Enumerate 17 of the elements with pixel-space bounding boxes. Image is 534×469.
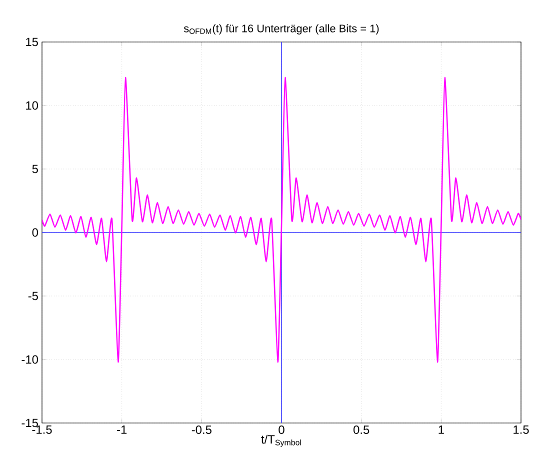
x-tick-label: 0 [278, 426, 284, 434]
x-tick-label: -0.5 [192, 426, 212, 434]
x-tick-label: -1 [117, 426, 127, 434]
chart-title: s$_{OFDM}$(t) für 16 Unterträger (alle Bits = 1) [184, 24, 379, 34]
x-tick-label: -1.5 [32, 426, 52, 434]
line-series [42, 76, 522, 363]
y-tick-label: 15 [26, 38, 38, 46]
y-tick-label: 5 [32, 164, 38, 174]
y-tick-label: -10 [22, 355, 38, 364]
y-tick-label: -5 [28, 292, 38, 300]
x-tick-label: 0.5 [353, 426, 370, 434]
y-tick-label: 0 [32, 228, 38, 237]
x-tick-label: 1.5 [514, 426, 529, 434]
x-tick-label: 1 [438, 426, 444, 434]
x-axis-title: t/T$_{Symbol}$ [261, 434, 301, 447]
y-tick-label: -15 [22, 418, 38, 428]
y-tick-label: 10 [26, 101, 38, 110]
